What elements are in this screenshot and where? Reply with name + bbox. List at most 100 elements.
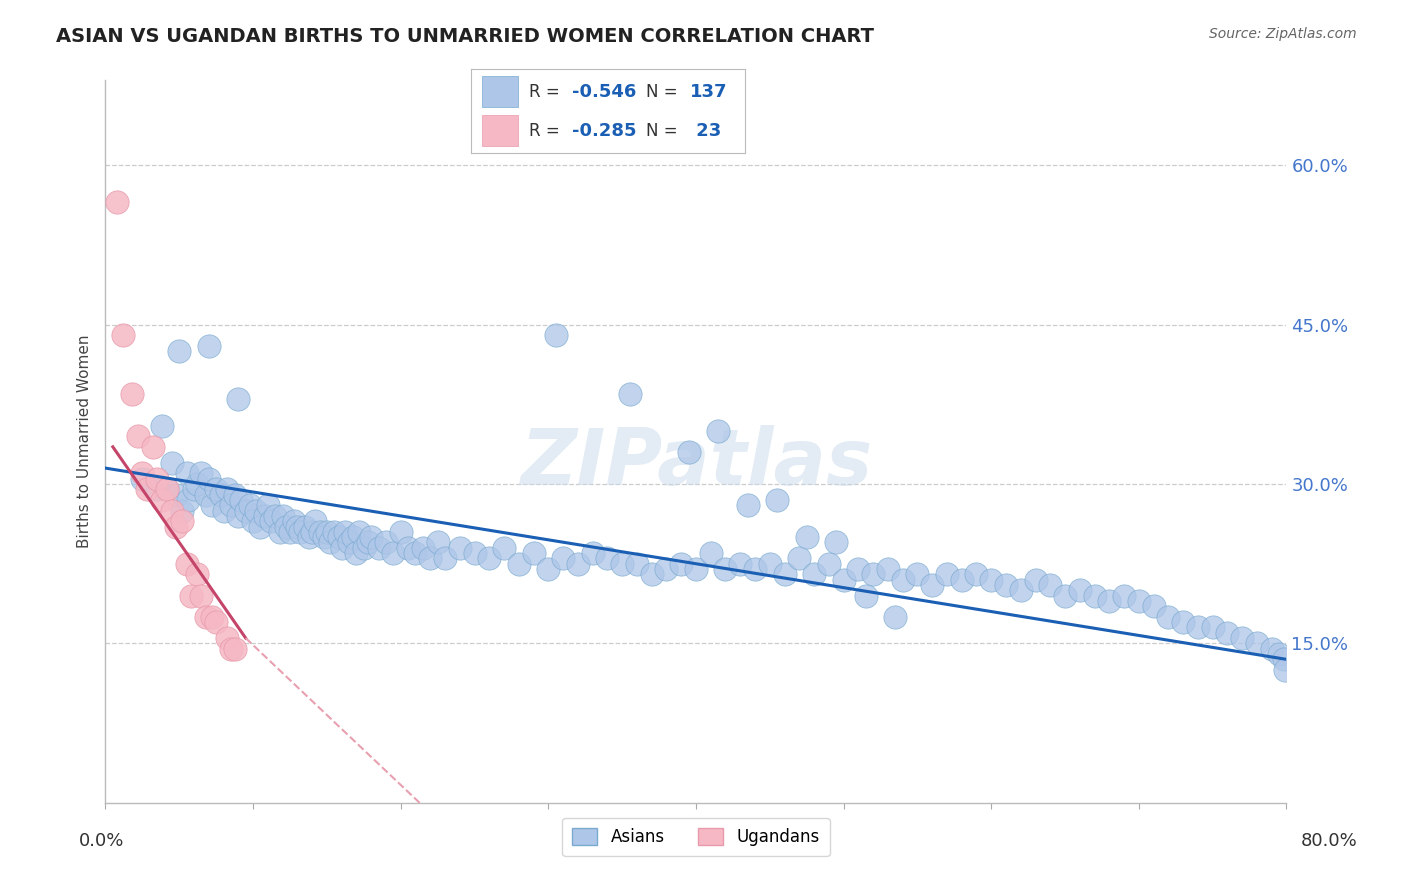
Point bbox=[374, 535, 398, 549]
Point bbox=[342, 530, 364, 544]
Point bbox=[260, 514, 283, 528]
Point bbox=[671, 557, 693, 571]
Point bbox=[323, 524, 346, 539]
Point bbox=[950, 573, 973, 587]
Point bbox=[426, 535, 449, 549]
Point bbox=[105, 195, 128, 210]
Point bbox=[641, 567, 664, 582]
Point bbox=[269, 524, 291, 539]
Point bbox=[127, 429, 149, 443]
Point bbox=[1171, 615, 1194, 630]
Point bbox=[156, 483, 179, 497]
Point bbox=[190, 467, 212, 481]
Point bbox=[131, 472, 153, 486]
Point bbox=[832, 573, 855, 587]
Point bbox=[231, 493, 253, 508]
Point bbox=[995, 578, 1018, 592]
Point bbox=[360, 530, 382, 544]
Point bbox=[146, 472, 169, 486]
Point bbox=[744, 562, 766, 576]
Point bbox=[142, 440, 165, 454]
Point bbox=[271, 508, 294, 523]
Point bbox=[367, 541, 389, 555]
Point bbox=[201, 610, 224, 624]
Text: 0.0%: 0.0% bbox=[79, 831, 124, 849]
Point bbox=[787, 551, 810, 566]
Point bbox=[165, 488, 187, 502]
Point bbox=[169, 344, 191, 359]
Point bbox=[678, 445, 700, 459]
Point bbox=[1054, 589, 1077, 603]
Point bbox=[567, 557, 589, 571]
Point bbox=[685, 562, 707, 576]
Point bbox=[190, 589, 212, 603]
Point bbox=[112, 328, 135, 343]
Point bbox=[523, 546, 546, 560]
Point bbox=[180, 589, 202, 603]
Point bbox=[936, 567, 959, 582]
Point bbox=[337, 535, 360, 549]
Point bbox=[224, 488, 246, 502]
Point bbox=[353, 541, 375, 555]
Point bbox=[219, 641, 242, 656]
Point bbox=[1128, 594, 1150, 608]
Point bbox=[537, 562, 560, 576]
Point bbox=[176, 467, 198, 481]
Point bbox=[294, 519, 316, 533]
Point bbox=[382, 546, 405, 560]
Point bbox=[224, 641, 246, 656]
Point bbox=[239, 498, 262, 512]
Point bbox=[215, 483, 238, 497]
Point bbox=[582, 546, 605, 560]
Point bbox=[308, 524, 330, 539]
Point bbox=[433, 551, 456, 566]
Point bbox=[389, 524, 412, 539]
Point bbox=[1272, 652, 1295, 666]
Point bbox=[1010, 583, 1032, 598]
Point bbox=[219, 498, 242, 512]
Point bbox=[1216, 625, 1239, 640]
Point bbox=[884, 610, 907, 624]
Point bbox=[1083, 589, 1105, 603]
Point bbox=[172, 514, 194, 528]
Point bbox=[707, 424, 730, 438]
Point bbox=[290, 524, 312, 539]
Point bbox=[396, 541, 419, 555]
Point bbox=[1232, 631, 1254, 645]
Text: Source: ZipAtlas.com: Source: ZipAtlas.com bbox=[1209, 27, 1357, 41]
Point bbox=[160, 503, 183, 517]
Point bbox=[357, 535, 380, 549]
Point bbox=[825, 535, 848, 549]
Point bbox=[156, 483, 179, 497]
Point bbox=[596, 551, 619, 566]
Point bbox=[1268, 647, 1291, 661]
Point bbox=[150, 493, 173, 508]
Point bbox=[201, 498, 224, 512]
Text: 137: 137 bbox=[690, 83, 728, 101]
Point bbox=[253, 508, 276, 523]
Point bbox=[205, 615, 228, 630]
Point bbox=[235, 503, 257, 517]
Point bbox=[186, 567, 208, 582]
Point bbox=[197, 339, 219, 353]
Point bbox=[287, 519, 309, 533]
Point bbox=[626, 557, 648, 571]
Point bbox=[1039, 578, 1062, 592]
Point bbox=[508, 557, 530, 571]
Point bbox=[655, 562, 678, 576]
Point bbox=[1246, 636, 1268, 650]
Point bbox=[478, 551, 501, 566]
Point bbox=[228, 392, 250, 406]
Point bbox=[245, 503, 267, 517]
Point bbox=[980, 573, 1002, 587]
Point bbox=[1187, 620, 1209, 634]
Point bbox=[278, 524, 301, 539]
Point bbox=[274, 519, 297, 533]
Point bbox=[194, 610, 217, 624]
Point bbox=[796, 530, 818, 544]
Text: R =: R = bbox=[529, 121, 565, 139]
Point bbox=[121, 386, 143, 401]
Point bbox=[150, 418, 173, 433]
Point bbox=[160, 456, 183, 470]
Point bbox=[209, 488, 232, 502]
